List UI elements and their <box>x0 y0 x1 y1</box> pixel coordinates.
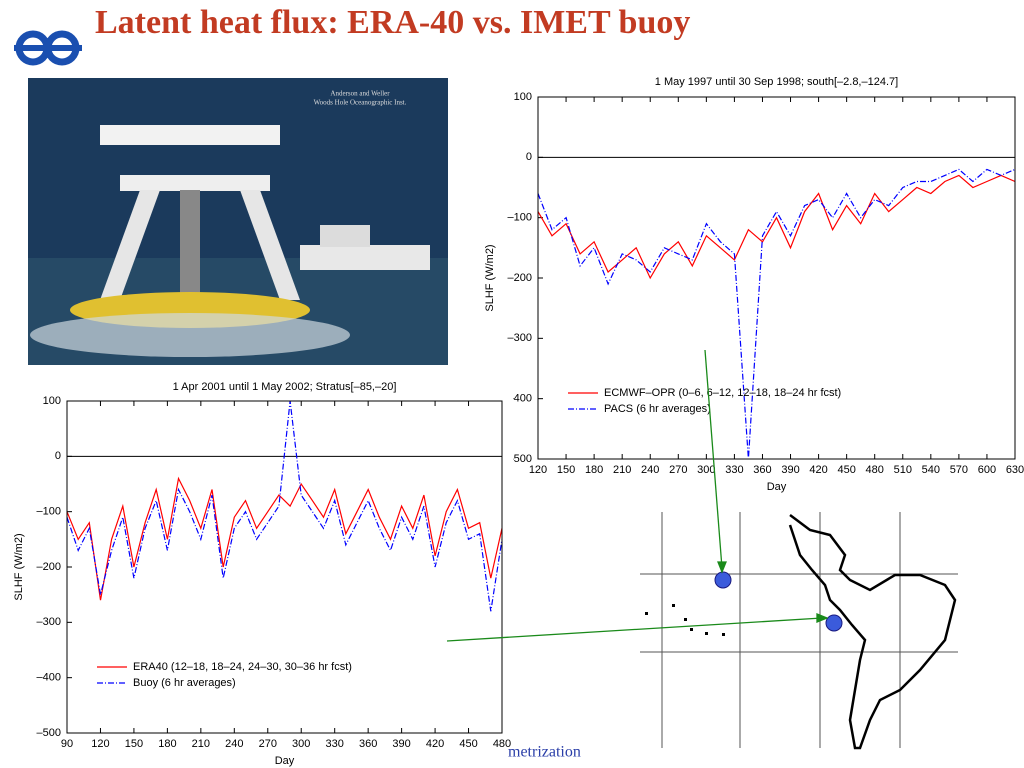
x-tick-label: 270 <box>259 738 277 750</box>
chart-background <box>0 376 513 768</box>
x-tick-label: 90 <box>61 738 73 750</box>
plot-frame <box>537 96 1016 460</box>
y-tick-label: –300 <box>508 332 532 344</box>
legend-label: ECMWF–OPR (0–6, 6–12, 12–18, 18–24 hr fc… <box>604 387 841 399</box>
x-tick-label: 360 <box>753 464 771 476</box>
photo-caption: Woods Hole Oceanographic Inst. <box>314 99 407 107</box>
x-tick-label: 480 <box>866 464 884 476</box>
chart-title: 1 May 1997 until 30 Sep 1998; south[–2.8… <box>655 76 898 88</box>
x-tick-label: 180 <box>585 464 603 476</box>
y-tick-label: –200 <box>37 561 61 573</box>
x-tick-label: 120 <box>529 464 547 476</box>
chart: 1 May 1997 until 30 Sep 1998; south[–2.8… <box>458 70 1024 500</box>
x-tick-label: 450 <box>459 738 477 750</box>
map <box>640 512 958 750</box>
x-tick-label: 300 <box>697 464 715 476</box>
y-tick-label: –200 <box>508 272 532 284</box>
x-tick-label: 570 <box>950 464 968 476</box>
x-tick-label: 420 <box>809 464 827 476</box>
x-tick-label: 330 <box>326 738 344 750</box>
x-tick-label: 510 <box>894 464 912 476</box>
y-tick-label: –400 <box>508 393 532 405</box>
x-tick-label: 600 <box>978 464 996 476</box>
slide-title: Latent heat flux: ERA-40 vs. IMET buoy <box>95 4 690 41</box>
x-tick-label: 150 <box>557 464 575 476</box>
series-line <box>67 401 502 612</box>
y-axis-label: SLHF (W/m2) <box>13 533 25 600</box>
x-tick-label: 450 <box>837 464 855 476</box>
x-tick-label: 390 <box>392 738 410 750</box>
plot-frame <box>66 400 503 734</box>
y-tick-label: 100 <box>514 91 532 103</box>
x-tick-label: 330 <box>725 464 743 476</box>
y-tick-label: –500 <box>37 727 61 739</box>
chart-title: 1 Apr 2001 until 1 May 2002; Stratus[–85… <box>173 381 397 393</box>
x-tick-label: 150 <box>125 738 143 750</box>
x-tick-label: 420 <box>426 738 444 750</box>
legend-label: PACS (6 hr averages) <box>604 403 711 415</box>
y-tick-label: 0 <box>526 151 532 163</box>
x-axis-label: Day <box>275 755 295 767</box>
y-tick-label: –300 <box>37 616 61 628</box>
x-tick-label: 270 <box>669 464 687 476</box>
x-tick-label: 240 <box>225 738 243 750</box>
legend-label: Buoy (6 hr averages) <box>133 677 236 689</box>
x-axis-label: Day <box>767 481 787 493</box>
x-tick-label: 540 <box>922 464 940 476</box>
x-tick-label: 630 <box>1006 464 1024 476</box>
chart: 1 Apr 2001 until 1 May 2002; Stratus[–85… <box>0 376 513 768</box>
logo <box>14 30 82 66</box>
y-axis-label: SLHF (W/m2) <box>484 244 496 311</box>
legend-label: ERA40 (12–18, 18–24, 24–30, 30–36 hr fcs… <box>133 661 352 673</box>
y-tick-label: –400 <box>37 672 61 684</box>
series-line <box>67 476 502 601</box>
y-tick-label: –100 <box>508 212 532 224</box>
x-tick-label: 180 <box>158 738 176 750</box>
photo: Anderson and Weller Woods Hole Oceanogra… <box>28 78 448 365</box>
series-line <box>538 168 1015 459</box>
arrows <box>446 349 829 642</box>
x-tick-label: 390 <box>781 464 799 476</box>
y-tick-label: 100 <box>43 395 61 407</box>
x-tick-label: 480 <box>493 738 511 750</box>
y-tick-label: –500 <box>508 453 532 465</box>
photo-caption: Anderson and Weller <box>330 90 390 98</box>
footer: metrization <box>508 744 581 761</box>
chart-background <box>458 70 1024 500</box>
x-tick-label: 360 <box>359 738 377 750</box>
y-tick-label: –100 <box>37 506 61 518</box>
x-tick-label: 210 <box>613 464 631 476</box>
x-tick-label: 210 <box>192 738 210 750</box>
x-tick-label: 120 <box>91 738 109 750</box>
y-tick-label: 0 <box>55 450 61 462</box>
x-tick-label: 240 <box>641 464 659 476</box>
x-tick-label: 300 <box>292 738 310 750</box>
